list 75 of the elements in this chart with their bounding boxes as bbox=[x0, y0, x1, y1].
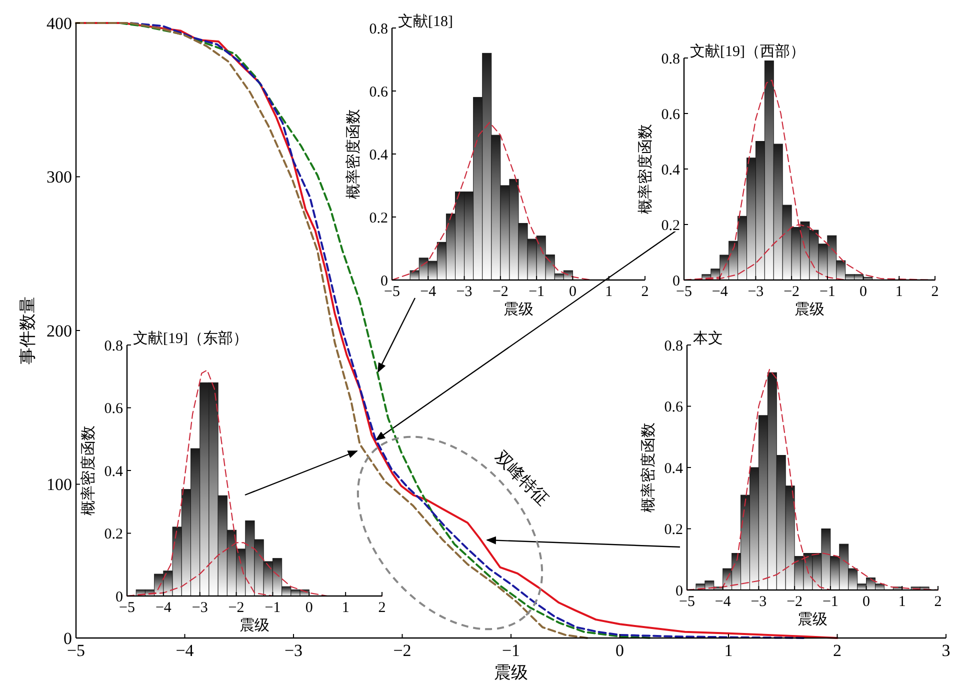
y-tick-label: 200 bbox=[46, 321, 72, 340]
y-tick-label: 0.8 bbox=[664, 338, 683, 354]
x-tick-label: −2 bbox=[492, 284, 508, 300]
x-axis-title: 震级 bbox=[504, 301, 534, 318]
y-axis-title: 概率密度函数 bbox=[637, 124, 654, 214]
x-tick-label: 1 bbox=[342, 600, 350, 616]
y-tick-label: 0.4 bbox=[661, 162, 680, 178]
x-tick-label: −3 bbox=[192, 600, 208, 616]
x-tick-label: 2 bbox=[934, 594, 942, 610]
x-tick-label: −3 bbox=[456, 284, 472, 300]
x-tick-label: −1 bbox=[264, 600, 281, 616]
x-tick-label: −3 bbox=[284, 641, 303, 660]
x-tick-label: 2 bbox=[931, 284, 939, 300]
y-tick-label: 0.6 bbox=[664, 400, 684, 416]
y-tick-label: 100 bbox=[46, 475, 72, 494]
x-axis-title: 震级 bbox=[798, 611, 828, 628]
x-tick-label: −1 bbox=[819, 284, 836, 300]
y-tick-label: 0.8 bbox=[661, 51, 680, 68]
y-axis-title: 概率密度函数 bbox=[80, 426, 97, 516]
y-tick-label: 300 bbox=[46, 168, 72, 187]
x-tick-label: 0 bbox=[862, 594, 870, 610]
y-tick-label: 0.6 bbox=[661, 106, 680, 123]
x-tick-label: 0 bbox=[305, 600, 313, 616]
x-tick-label: 0 bbox=[568, 284, 576, 300]
x-tick-label: −2 bbox=[393, 641, 412, 660]
chart-title: 文献[19]（西部） bbox=[690, 43, 805, 60]
x-tick-label: −2 bbox=[786, 594, 803, 610]
x-tick-label: −1 bbox=[528, 284, 545, 300]
y-tick-label: 0 bbox=[64, 628, 72, 648]
annotation: 双峰特征 bbox=[491, 447, 553, 509]
x-tick-label: 0 bbox=[860, 284, 868, 300]
y-axis-title: 概率密度函数 bbox=[640, 422, 657, 512]
chart-title: 文献[18] bbox=[398, 13, 453, 30]
x-tick-label: 1 bbox=[895, 284, 903, 300]
x-tick-label: −4 bbox=[714, 594, 732, 610]
y-tick-label: 0.4 bbox=[664, 460, 684, 477]
y-tick-label: 0.8 bbox=[369, 21, 388, 38]
x-tick-label: 1 bbox=[724, 641, 733, 660]
y-tick-label: 0.6 bbox=[104, 401, 124, 417]
y-tick-label: 0.4 bbox=[104, 464, 124, 480]
y-tick-label: 0 bbox=[672, 273, 680, 290]
x-tick-label: −4 bbox=[420, 284, 437, 300]
x-tick-label: −3 bbox=[748, 284, 764, 300]
x-tick-label: −1 bbox=[822, 594, 838, 610]
chart-title: 文献[19]（东部） bbox=[133, 330, 248, 347]
y-axis-title: 事件数量 bbox=[18, 296, 37, 364]
x-tick-label: 2 bbox=[378, 600, 386, 616]
x-axis-title: 震级 bbox=[240, 617, 270, 634]
y-tick-label: 0.2 bbox=[369, 210, 388, 226]
x-tick-label: −4 bbox=[176, 641, 194, 660]
x-tick-label: 0 bbox=[616, 641, 624, 660]
x-tick-label: 1 bbox=[605, 284, 613, 300]
y-axis-title: 概率密度函数 bbox=[345, 109, 362, 199]
y-tick-label: 0 bbox=[380, 273, 388, 290]
y-tick-label: 0 bbox=[676, 583, 683, 600]
y-tick-label: 0.2 bbox=[661, 218, 680, 234]
y-tick-label: 0.8 bbox=[104, 338, 123, 354]
x-tick-label: −4 bbox=[712, 284, 728, 300]
y-tick-label: 0.4 bbox=[369, 147, 388, 164]
x-tick-label: −2 bbox=[228, 600, 244, 616]
y-tick-label: 0.6 bbox=[369, 84, 388, 100]
y-tick-label: 0.2 bbox=[104, 526, 123, 542]
x-tick-label: −4 bbox=[155, 600, 172, 616]
x-tick-label: −2 bbox=[784, 284, 800, 300]
x-tick-label: 1 bbox=[898, 594, 906, 610]
x-tick-label: 2 bbox=[833, 641, 842, 660]
x-tick-label: −1 bbox=[502, 641, 520, 660]
chart-title: 本文 bbox=[693, 330, 723, 347]
x-axis-title: 震级 bbox=[794, 301, 824, 318]
y-tick-label: 0.2 bbox=[664, 522, 683, 538]
y-tick-label: 400 bbox=[46, 14, 72, 33]
x-axis-title: 震级 bbox=[494, 663, 528, 682]
x-tick-label: −3 bbox=[750, 594, 767, 610]
x-tick-label: 3 bbox=[942, 641, 950, 660]
x-tick-label: 2 bbox=[641, 284, 649, 300]
